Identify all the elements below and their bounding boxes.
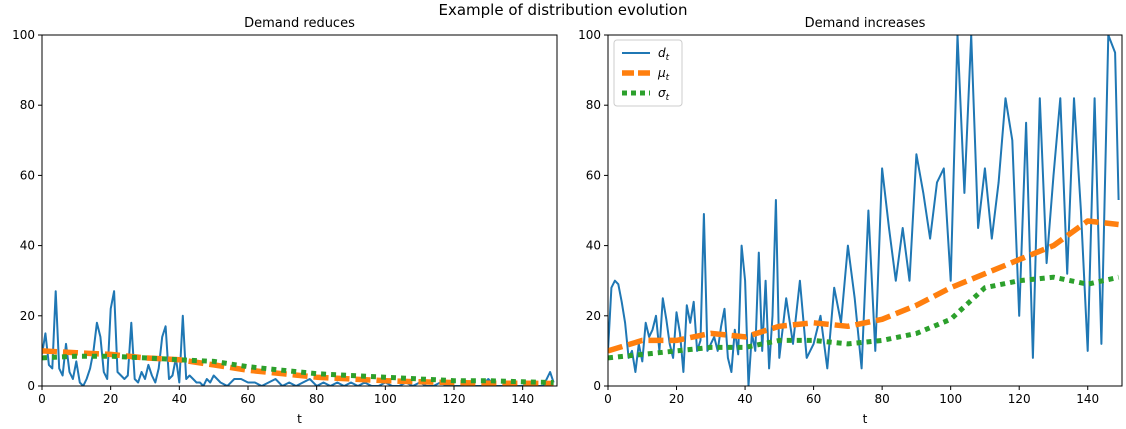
chart-demand-increases: Demand increases 0 20 40 60 80 100 120 140 0 20 40 6… <box>578 16 1123 426</box>
x-tick-label: 40 <box>172 392 187 406</box>
axes-frame <box>607 34 1123 387</box>
x-tick-label: 100 <box>374 392 397 406</box>
x-tick-label: 0 <box>38 392 46 406</box>
series-line-d <box>608 35 1120 386</box>
axes-frame <box>41 34 558 387</box>
x-tick-label: 60 <box>806 392 821 406</box>
y-tick-label: 0 <box>593 379 601 393</box>
chart-title: Demand reduces <box>244 16 355 31</box>
x-tick-label: 60 <box>240 392 255 406</box>
y-tick-label: 60 <box>586 168 601 182</box>
legend-label-d: dt <box>658 46 670 63</box>
y-tick-label: 20 <box>20 309 35 323</box>
x-tick-label: 80 <box>309 392 324 406</box>
chart-demand-reduces: Demand reduces 0 20 40 60 80 100 120 140 0 20 40 60 8… <box>12 16 558 426</box>
y-tick-label: 80 <box>586 98 601 112</box>
chart-title: Demand increases <box>805 16 926 31</box>
x-tick-label: 40 <box>737 392 752 406</box>
y-tick-label: 40 <box>20 239 35 253</box>
x-axis-label: t <box>863 412 868 426</box>
x-axis-label: t <box>297 412 302 426</box>
plot-area <box>42 290 555 386</box>
x-tick-label: 100 <box>939 392 962 406</box>
x-tick-label: 0 <box>604 392 612 406</box>
y-tick-label: 20 <box>586 309 601 323</box>
x-tick-label: 120 <box>1008 392 1031 406</box>
x-tick-label: 140 <box>1076 392 1099 406</box>
series-line-mu <box>42 348 554 386</box>
figure-suptitle: Example of distribution evolution <box>438 1 688 19</box>
series-line-mu <box>608 218 1119 354</box>
series-line-d <box>42 290 555 386</box>
series-line-sigma <box>42 353 554 385</box>
y-tick-label: 100 <box>12 28 35 42</box>
y-tick-label: 60 <box>20 168 35 182</box>
x-tick-label: 120 <box>443 392 466 406</box>
x-tick-label: 20 <box>103 392 118 406</box>
legend-label-sigma: σt <box>658 86 670 103</box>
y-tick-label: 100 <box>578 28 601 42</box>
y-tick-label: 80 <box>20 98 35 112</box>
plot-area <box>608 35 1120 386</box>
x-tick-label: 20 <box>669 392 684 406</box>
y-tick-label: 40 <box>586 239 601 253</box>
x-tick-label: 80 <box>874 392 889 406</box>
x-tick-label: 140 <box>511 392 534 406</box>
y-tick-label: 0 <box>27 379 35 393</box>
